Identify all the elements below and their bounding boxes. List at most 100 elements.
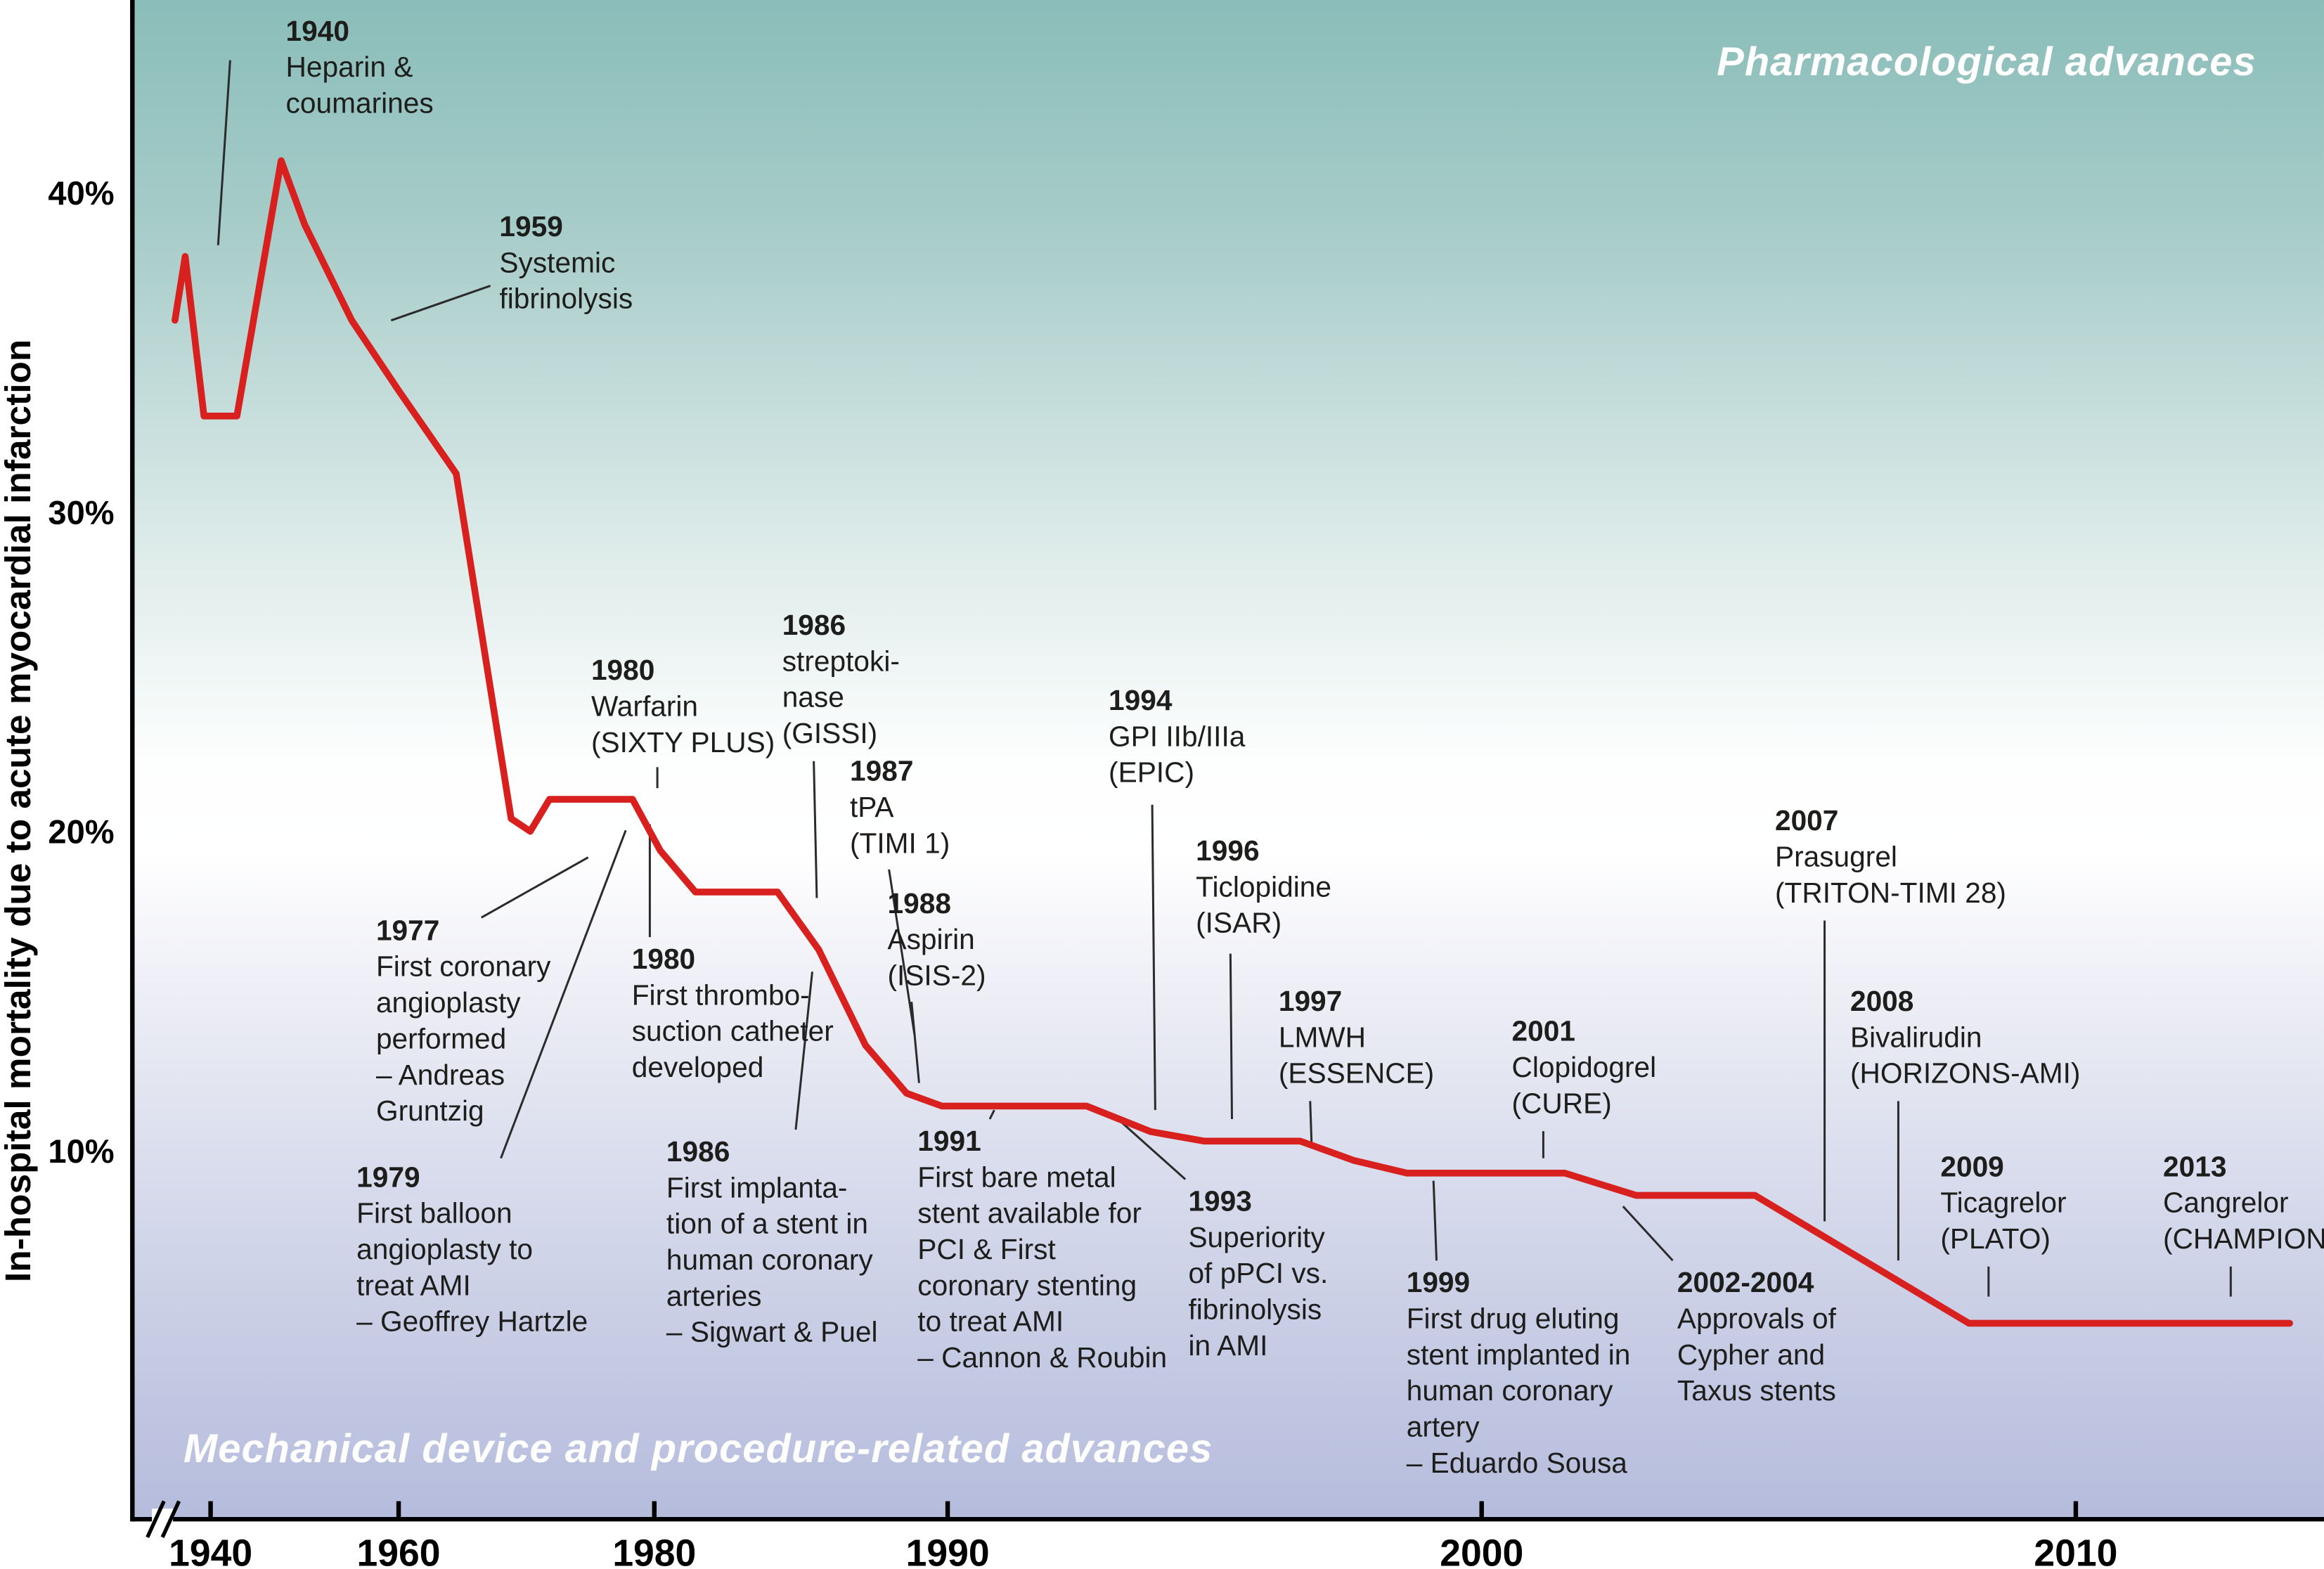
annotation-year: 1999 <box>1406 1267 1471 1300</box>
annotation-text-line: – Geoffrey Hartzle <box>356 1307 588 1339</box>
annotation-pharmacological-2001: 2001 Clopidogrel (CURE) <box>1511 1015 1656 1123</box>
x-tick-label-2000: 2000 <box>1440 1533 1523 1569</box>
annotation-text-line: tion of a stent in <box>666 1209 868 1241</box>
annotation-year: 1980 <box>631 944 696 976</box>
annotation-text-line: Prasugrel <box>1774 842 1897 874</box>
annotation-leader-1994 <box>1151 804 1156 1111</box>
annotation-leader-1959 <box>390 285 491 322</box>
annotation-year: 1979 <box>356 1163 420 1195</box>
annotation-pharmacological-2008: 2008 Bivalirudin (HORIZONS-AMI) <box>1850 986 2080 1094</box>
annotation-pharmacological-1996: 1996 Ticlopidine (ISAR) <box>1196 835 1331 943</box>
annotation-pharmacological-2013: 2013 Cangrelor (CHAMPION) <box>2163 1151 2324 1259</box>
annotation-text-line: – Andreas <box>375 1060 505 1092</box>
annotation-text-line: angioplasty <box>375 988 521 1020</box>
annotation-pharmacological-1940: 1940 Heparin & coumarines <box>286 15 434 123</box>
annotation-text-line: (ISAR) <box>1196 908 1282 941</box>
x-tick-label-2010: 2010 <box>2034 1533 2117 1569</box>
annotation-text-line: – Cannon & Roubin <box>917 1343 1168 1375</box>
annotation-text-line: coronary stenting <box>917 1271 1137 1303</box>
annotation-text-line: Heparin & <box>285 52 413 84</box>
annotation-year: 2009 <box>1940 1152 2004 1184</box>
annotation-text-line: Cypher and <box>1677 1340 1826 1372</box>
annotation-pharmacological-1959: 1959 Systemic fibrinolysis <box>499 211 633 319</box>
annotation-year: 1991 <box>917 1126 981 1158</box>
annotation-text-line: Aspirin <box>887 924 975 957</box>
annotation-leader-1988 <box>910 1001 920 1083</box>
annotation-text-line: fibrinolysis <box>499 284 633 316</box>
annotation-text-line: LMWH <box>1278 1023 1367 1054</box>
annotation-text-line: Gruntzig <box>375 1096 484 1128</box>
annotation-text-line: fibrinolysis <box>1188 1295 1322 1327</box>
annotation-leader-1991 <box>988 1109 995 1120</box>
annotation-text-line: artery <box>1406 1412 1480 1445</box>
annotation-text-line: Ticlopidine <box>1196 872 1331 905</box>
annotation-text-line: human coronary <box>666 1245 873 1277</box>
region-label-pharmacological: Pharmacological advances <box>1717 39 2257 84</box>
annotation-text-line: coumarines <box>285 89 434 121</box>
annotation-leader-1979 <box>500 829 627 1159</box>
annotation-mechanical-1999: 1999 First drug eluting stent implanted in… <box>1407 1267 1631 1483</box>
axis-break-slash <box>160 1500 181 1538</box>
annotation-mechanical-1980: 1980 First thrombo-suction catheter develo… <box>632 943 834 1087</box>
y-tick-label-40%: 40% <box>48 174 114 212</box>
y-tick-label-30%: 30% <box>48 493 114 531</box>
annotation-text-line: (EPIC) <box>1109 758 1195 790</box>
annotation-text-line: human coronary <box>1406 1376 1613 1408</box>
annotation-text-line: First implanta- <box>666 1173 848 1205</box>
x-tick-label-1960: 1960 <box>357 1533 441 1569</box>
annotation-text-line: First bare metal <box>917 1163 1116 1195</box>
annotation-text-line: nase <box>782 683 844 715</box>
annotation-year: 1997 <box>1278 986 1343 1019</box>
annotation-leader-1996 <box>1229 953 1233 1120</box>
annotation-pharmacological-2007: 2007 Prasugrel (TRITON-TIMI 28) <box>1775 805 2006 913</box>
annotation-text-line: (ISIS-2) <box>887 961 986 993</box>
annotation-text-line: Warfarin <box>590 692 699 724</box>
annotation-text-line: in AMI <box>1188 1331 1268 1363</box>
annotation-text-line: Taxus stents <box>1677 1376 1836 1408</box>
annotation-text-line: arteries <box>666 1281 762 1314</box>
annotation-text-line: (HORIZONS-AMI) <box>1849 1059 2081 1091</box>
annotation-mechanical-1993: 1993 Superiority of pPCI vs. fibrinolysis in… <box>1188 1185 1328 1366</box>
region-label-mechanical: Mechanical device and procedure-related … <box>183 1426 1213 1471</box>
annotation-text-line: stent implanted in <box>1406 1340 1631 1372</box>
y-tick-label-10%: 10% <box>48 1132 114 1170</box>
annotation-text-line: (GISSI) <box>782 718 878 751</box>
annotation-text-line: First balloon <box>356 1199 512 1231</box>
annotation-mechanical-1979: 1979 First balloon angioplasty to treat AMI… <box>356 1161 588 1342</box>
annotation-year: 1996 <box>1196 836 1260 868</box>
annotation-text-line: First drug eluting <box>1406 1304 1620 1336</box>
annotation-year: 1987 <box>849 756 914 789</box>
annotation-leader-1987 <box>888 869 916 1035</box>
annotation-year: 1980 <box>590 655 655 687</box>
annotation-leader-1986 <box>794 971 813 1130</box>
annotation-mechanical-1991: 1991 First bare metal stent available for P… <box>917 1125 1167 1378</box>
annotation-text-line: (PLATO) <box>1940 1224 2051 1256</box>
annotation-text-line: of pPCI vs. <box>1188 1259 1329 1291</box>
annotation-text-line: (CURE) <box>1511 1089 1612 1121</box>
annotation-text-line: (TIMI 1) <box>849 829 950 860</box>
x-tick-label-1940: 1940 <box>169 1533 252 1569</box>
annotation-text-line: suction catheter <box>631 1016 834 1049</box>
annotation-year: 1994 <box>1109 685 1173 718</box>
annotation-text-line: streptoki- <box>782 647 900 679</box>
annotation-text-line: (SIXTY PLUS) <box>590 728 775 760</box>
annotation-text-line: treat AMI <box>356 1271 471 1303</box>
annotation-text-line: to treat AMI <box>917 1307 1064 1339</box>
annotation-text-line: angioplasty to <box>356 1234 534 1267</box>
annotation-leader-1977 <box>481 856 589 919</box>
annotation-leader-1940 <box>217 60 231 245</box>
annotation-year: 2001 <box>1511 1016 1575 1049</box>
annotation-text-line: Clopidogrel <box>1511 1052 1657 1085</box>
annotation-text-line: Bivalirudin <box>1849 1023 1982 1054</box>
annotation-year: 1940 <box>285 16 350 49</box>
annotation-pharmacological-2009: 2009 Ticagrelor (PLATO) <box>1940 1151 2066 1259</box>
annotation-text-line: tPA <box>849 792 894 825</box>
y-tick-label-20%: 20% <box>48 813 114 851</box>
annotation-leader-2002-2004 <box>1622 1206 1674 1262</box>
annotation-text-line: GPI IIb/IIIa <box>1109 722 1246 754</box>
annotation-leader-1986 <box>813 761 818 898</box>
